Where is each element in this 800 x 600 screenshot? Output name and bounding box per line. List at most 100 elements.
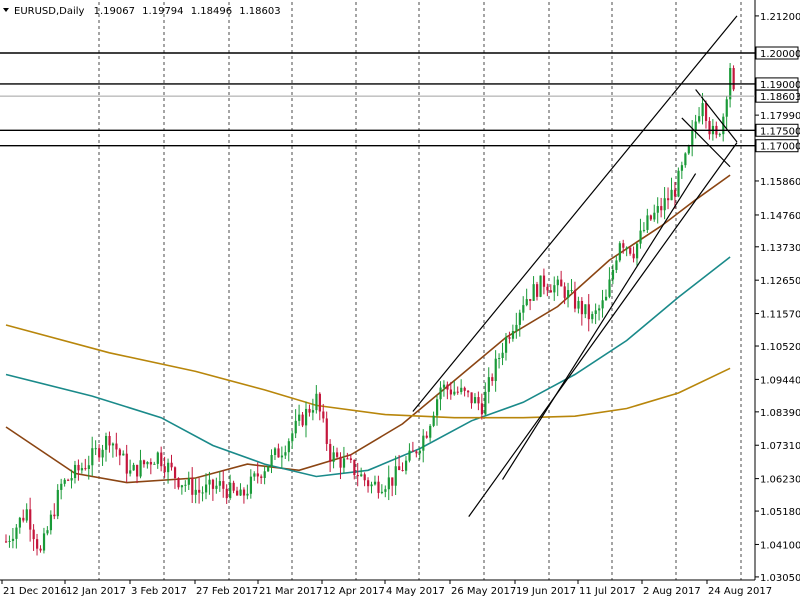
candle-body (256, 473, 259, 477)
candle-body (153, 463, 156, 465)
candle-body (515, 324, 518, 332)
candle-body (342, 458, 346, 468)
candle-body (29, 509, 32, 530)
candle-body (170, 462, 173, 468)
candle-body (60, 483, 63, 490)
price-level-box (755, 123, 799, 137)
price-level-box (755, 139, 799, 153)
candles (5, 63, 735, 556)
candle-body (560, 279, 563, 287)
candle-body (598, 308, 601, 311)
candle-body (653, 212, 656, 220)
candle-body (163, 466, 166, 473)
candle-body (56, 489, 59, 517)
candle-body (684, 153, 687, 166)
trendlines (412, 15, 738, 517)
trendline (502, 173, 697, 480)
candle-body (536, 284, 539, 297)
candle-body (732, 68, 735, 90)
y-tick-label: 1.17990 (760, 111, 800, 122)
y-tick-label: 1.09440 (760, 375, 800, 386)
candle-body (491, 377, 494, 382)
candle-body (549, 290, 553, 293)
candle-body (349, 458, 353, 460)
candle-body (249, 476, 253, 494)
candle-body (77, 464, 80, 471)
trendline (412, 15, 738, 412)
candle-body (242, 489, 246, 496)
candle-body (87, 465, 90, 469)
candle-body (263, 471, 266, 478)
x-tick-label: 11 Jul 2017 (579, 586, 636, 597)
candle-body (680, 165, 684, 171)
close-value: 1.18603 (239, 6, 280, 17)
candle-body (218, 481, 221, 486)
candle-body (346, 458, 349, 460)
y-tick-label: 1.12650 (760, 276, 800, 287)
candle-body (608, 279, 611, 297)
candle-body (504, 337, 508, 353)
candle-body (329, 443, 332, 462)
candle-body (42, 533, 46, 551)
candle-body (301, 414, 304, 426)
candle-body (18, 517, 21, 528)
candle-body (625, 247, 628, 249)
candle-body (115, 443, 118, 450)
price-level-box (755, 46, 799, 60)
candle-body (15, 527, 18, 539)
candle-body (456, 391, 459, 393)
candle-body (601, 300, 604, 309)
x-tick-label: 3 Feb 2017 (131, 586, 187, 597)
y-tick-label: 1.13730 (760, 243, 800, 254)
candle-body (108, 435, 111, 446)
candle-body (529, 299, 532, 301)
moving-average-line (5, 174, 731, 484)
candle-body (573, 290, 577, 309)
candle-body (284, 452, 287, 456)
candle-body (553, 285, 556, 293)
y-tick-label: 1.15860 (760, 177, 800, 188)
candle-body (580, 300, 584, 315)
candle-body (387, 477, 390, 490)
candle-body (280, 455, 284, 458)
candle-body (49, 514, 53, 531)
candle-body (629, 247, 632, 254)
candle-body (718, 134, 721, 136)
candle-body (184, 484, 187, 486)
candle-body (236, 490, 239, 496)
candle-body (25, 509, 28, 521)
candle-body (160, 452, 163, 467)
price-level-label: 1.19000 (760, 80, 800, 91)
x-tick-label: 2 Aug 2017 (643, 586, 701, 597)
horizontal-levels (0, 52, 755, 147)
candle-body (725, 99, 728, 117)
candle-body (308, 408, 311, 413)
trendline (468, 142, 738, 517)
candle-body (104, 435, 108, 450)
candle-body (80, 468, 84, 471)
candle-body (294, 420, 297, 434)
candle-body (180, 485, 184, 488)
x-tick-label: 26 May 2017 (451, 586, 516, 597)
candle-body (591, 313, 594, 320)
candle-body (122, 453, 125, 456)
candle-body (546, 286, 549, 291)
x-tick-label: 19 Jun 2017 (516, 586, 576, 597)
candle-body (622, 243, 625, 248)
candle-body (139, 460, 142, 477)
y-tick-label: 1.06230 (760, 475, 800, 486)
candle-body (577, 300, 580, 309)
candle-body (353, 459, 356, 476)
candle-body (260, 476, 263, 478)
candle-body (508, 337, 511, 339)
candle-body (63, 479, 66, 484)
candle-body (487, 377, 490, 392)
candle-body (649, 215, 652, 220)
x-tick-label: 21 Mar 2017 (259, 586, 322, 597)
candle-body (394, 466, 397, 486)
candle-body (632, 253, 635, 259)
candle-body (129, 470, 132, 474)
candle-body (556, 279, 559, 286)
dropdown-triangle-icon[interactable] (3, 8, 9, 12)
